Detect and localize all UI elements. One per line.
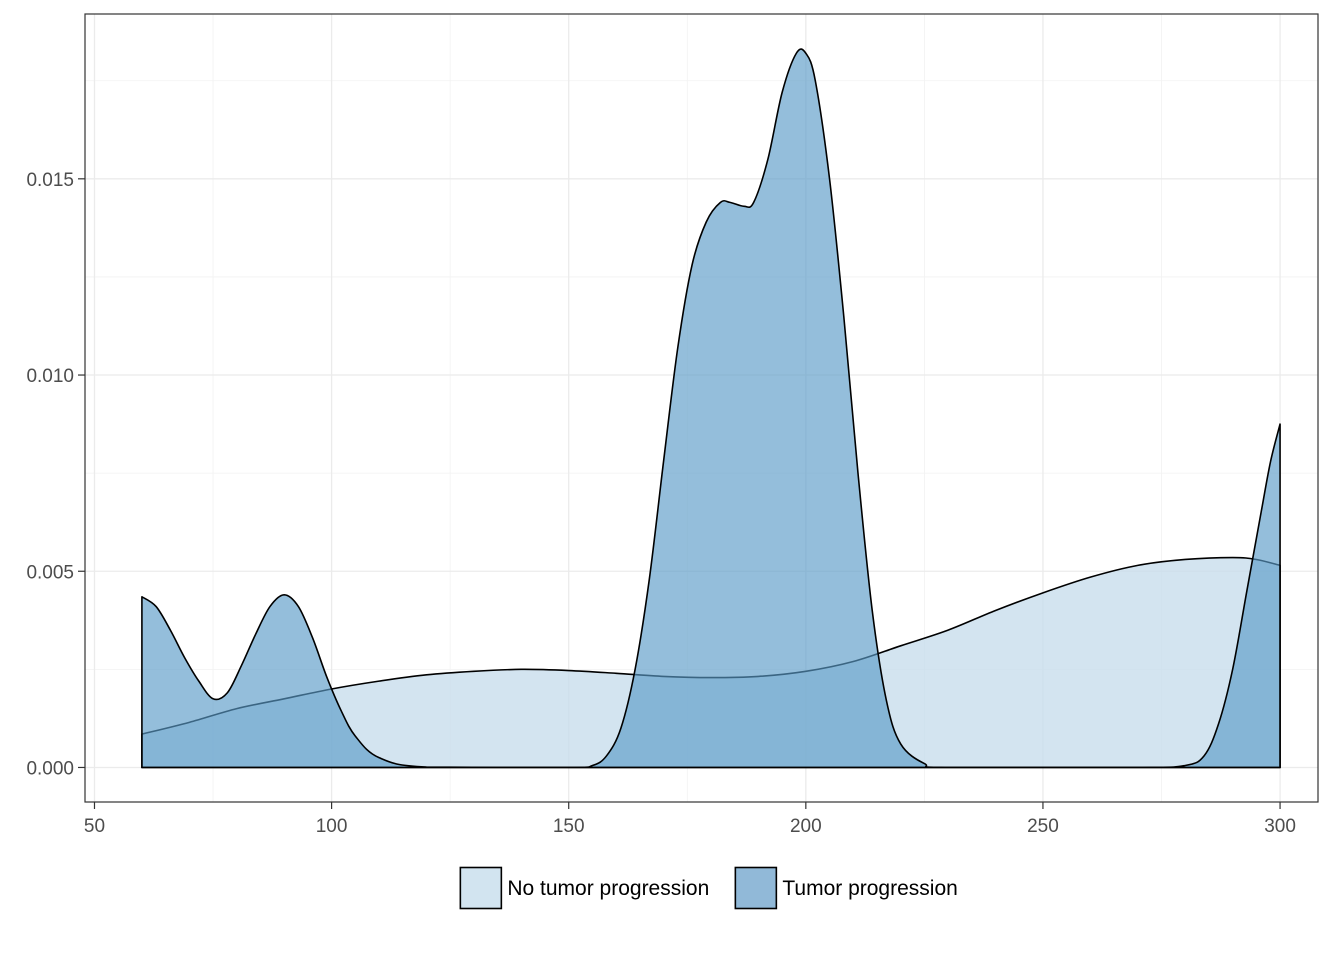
x-tick-label: 200: [790, 816, 822, 837]
legend-key-no-tumor-progression: [459, 866, 503, 910]
density-area-tumor-progression: [141, 48, 1281, 769]
x-tick-label: 300: [1264, 816, 1296, 837]
panel-border: [84, 13, 1319, 803]
y-tick-label: 0.000: [26, 758, 74, 779]
legend-label-no-tumor-progression: No tumor progression: [507, 877, 709, 900]
y-tick-label: 0.010: [26, 366, 74, 387]
legend-label-tumor-progression: Tumor progression: [782, 877, 957, 900]
x-tick-label: 150: [553, 816, 585, 837]
legend: No tumor progression Tumor progression: [459, 866, 958, 910]
density-areas: [141, 48, 1281, 769]
y-tick-label: 0.005: [26, 562, 74, 583]
y-tick-label: 0.015: [26, 170, 74, 191]
x-tick-label: 250: [1027, 816, 1059, 837]
x-tick-label: 50: [84, 816, 105, 837]
legend-key-tumor-progression: [734, 866, 778, 910]
x-tick-label: 100: [316, 816, 348, 837]
axis-ticks: 50 100 150 200 250 300 0.000 0.005 0.010 0.015: [26, 170, 1295, 837]
